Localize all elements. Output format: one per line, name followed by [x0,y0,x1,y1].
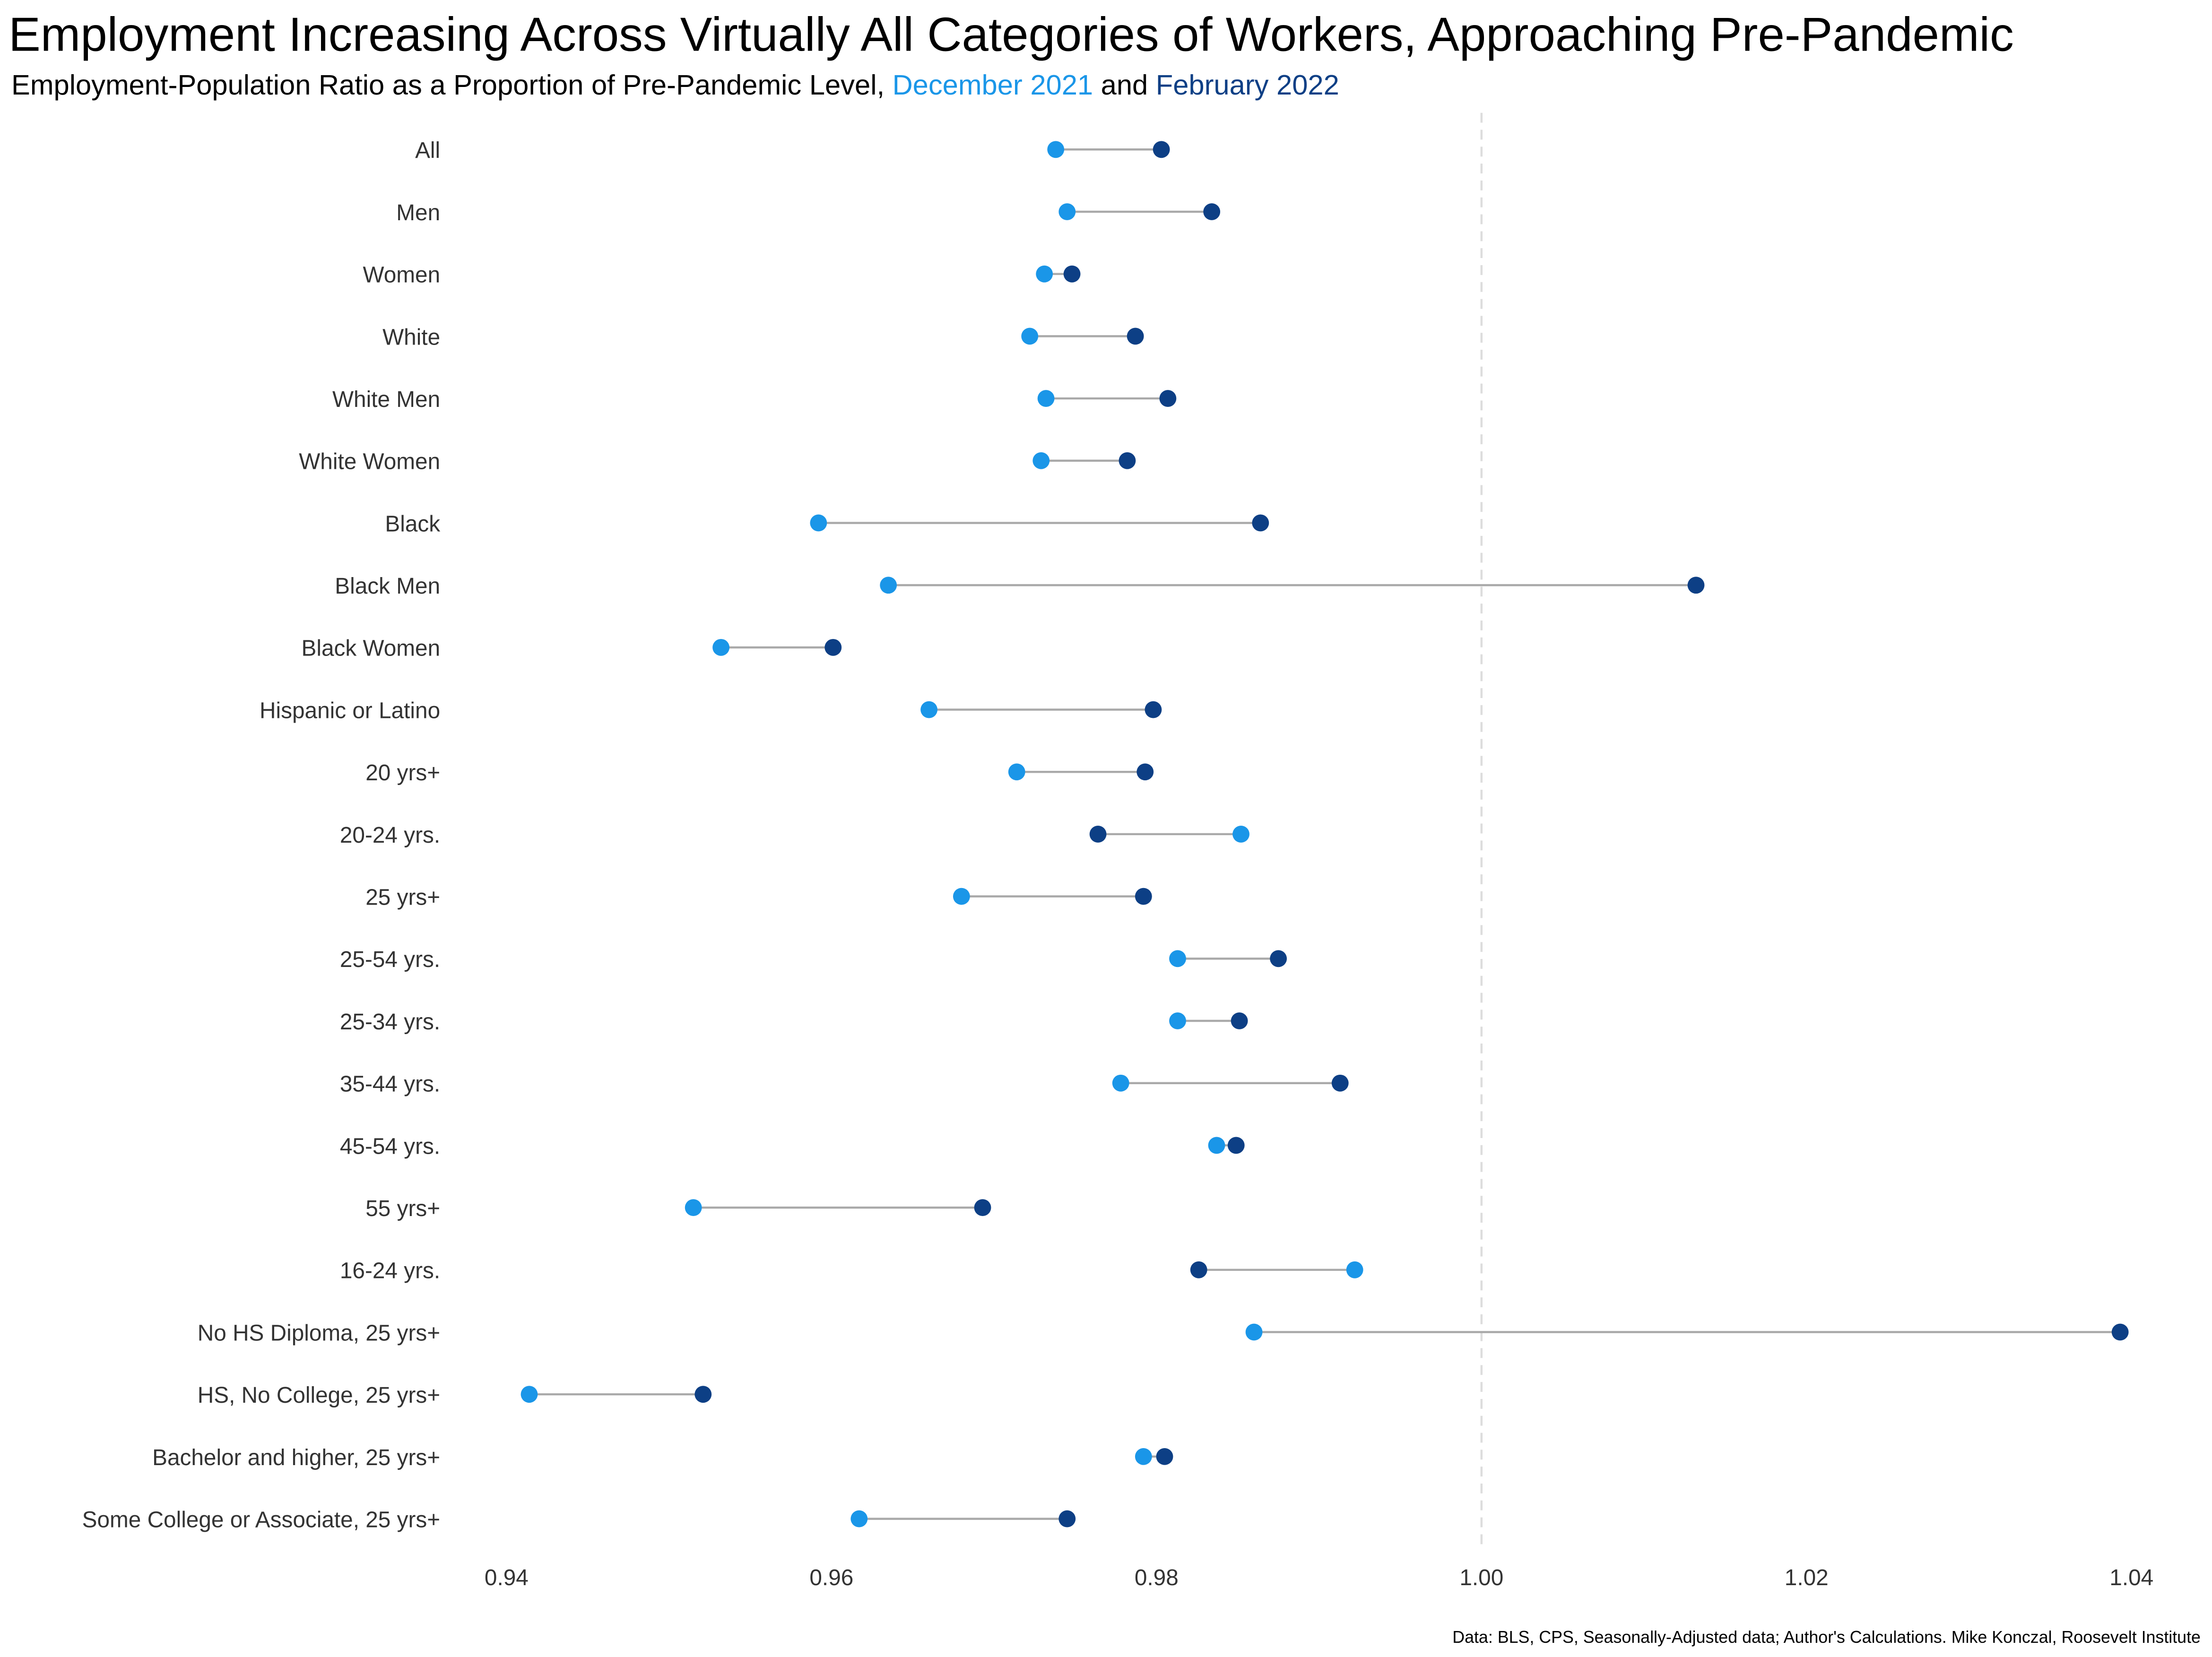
dot [1008,763,1025,781]
dot [1021,328,1039,345]
category-label: 20 yrs+ [365,760,440,785]
dot [1135,888,1152,905]
dot [1687,577,1705,594]
dot [520,1386,538,1403]
caption: Data: BLS, CPS, Seasonally-Adjusted data… [1452,1628,2201,1647]
dot [1135,1448,1152,1465]
category-label: Black [385,511,440,536]
dot [920,701,937,718]
dot [974,1199,991,1217]
category-label: Hispanic or Latino [260,698,440,723]
dot [1346,1261,1363,1278]
dot [1169,950,1186,967]
category-label: Men [396,200,440,225]
legend-entry: December 2021 [893,69,1093,101]
category-label: Black Men [335,574,440,599]
dot [1058,1510,1076,1528]
subtitle-joiner: and [1101,69,1148,101]
legend-entry: February 2022 [1156,69,1339,101]
category-label: 25-54 yrs. [340,947,440,972]
dot [810,514,827,532]
dot [1231,1012,1248,1029]
dot [694,1386,712,1403]
dot [824,639,842,656]
dot [1190,1261,1207,1278]
subtitle-text: Employment-Population Ratio as a Proport… [11,69,885,101]
category-label: 35-44 yrs. [340,1072,440,1097]
x-tick-label: 0.98 [1135,1565,1179,1590]
dot [1245,1323,1263,1341]
category-label: Some College or Associate, 25 yrs+ [82,1507,441,1532]
dot [1159,390,1177,407]
dot [685,1199,702,1217]
dot [712,639,730,656]
category-label: Women [363,263,441,288]
dot [1032,452,1050,469]
category-label: White Men [332,387,440,412]
category-label: All [415,138,440,163]
category-label: Bachelor and higher, 25 yrs+ [152,1445,440,1470]
dot [1208,1137,1225,1154]
dot [1119,452,1136,469]
dot [1153,141,1170,158]
category-label: No HS Diploma, 25 yrs+ [198,1320,440,1346]
category-label: 16-24 yrs. [340,1259,440,1284]
dot [953,888,970,905]
category-label: 25-34 yrs. [340,1010,440,1035]
category-label: 25 yrs+ [365,885,440,910]
category-label: 45-54 yrs. [340,1134,440,1159]
dot [1127,328,1144,345]
x-tick-label: 1.04 [2109,1565,2153,1590]
dot [1232,826,1249,843]
category-label: 20-24 yrs. [340,823,440,848]
dot [1203,203,1221,220]
dot [1063,265,1081,283]
dot [2111,1323,2129,1341]
dot [1156,1448,1173,1465]
dot [880,577,897,594]
x-tick-label: 1.02 [1785,1565,1829,1590]
x-tick-label: 1.00 [1459,1565,1503,1590]
category-label: Black Women [302,636,441,661]
dot [1270,950,1287,967]
dot [1136,763,1154,781]
chart-subtitle: Employment-Population Ratio as a Proport… [11,69,1339,101]
category-label: HS, No College, 25 yrs+ [198,1383,440,1408]
dot [1036,265,1053,283]
dot [1112,1074,1129,1092]
dot [1169,1012,1186,1029]
dot [1331,1074,1349,1092]
dot [1058,203,1076,220]
dot [1037,390,1055,407]
category-label: White Women [299,449,440,475]
chart-title: Employment Increasing Across Virtually A… [9,8,2014,61]
x-tick-label: 0.94 [485,1565,529,1590]
dot [1047,141,1065,158]
dot [850,1510,868,1528]
category-label: 55 yrs+ [365,1196,440,1221]
x-tick-label: 0.96 [809,1565,853,1590]
dot [1089,826,1107,843]
category-label: White [382,325,440,350]
dot [1252,514,1269,532]
dot [1227,1137,1245,1154]
dot [1145,701,1162,718]
